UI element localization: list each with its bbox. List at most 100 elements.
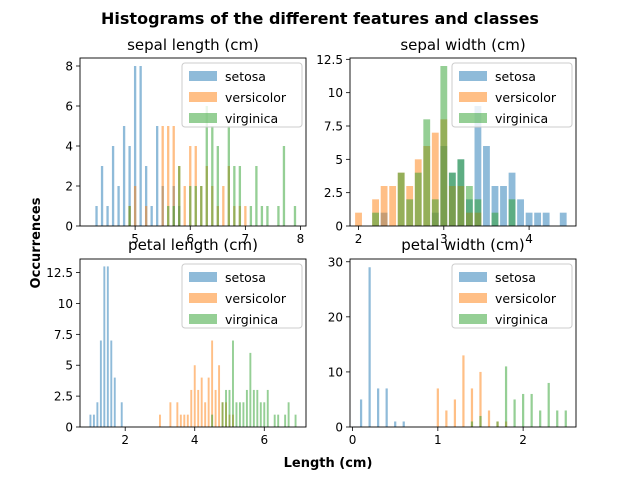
bar-virginica bbox=[200, 186, 203, 226]
bar-virginica bbox=[178, 166, 181, 226]
legend-swatch-setosa bbox=[189, 272, 217, 282]
bar-setosa bbox=[96, 402, 99, 427]
bar-setosa bbox=[92, 414, 95, 427]
legend-label-virginica: virginica bbox=[495, 312, 548, 327]
bar-virginica bbox=[221, 402, 224, 427]
ticks-layer: 2 3 4 0 2.5 5 7.5 10 12.5 bbox=[316, 53, 533, 246]
bar-setosa bbox=[377, 388, 380, 427]
subplot-title: sepal length (cm) bbox=[127, 36, 259, 54]
bar-setosa bbox=[394, 421, 397, 427]
bar-setosa bbox=[559, 212, 567, 226]
bar-virginica bbox=[238, 166, 242, 226]
y-tick-label: 10 bbox=[328, 86, 343, 100]
bar-versicolor bbox=[144, 206, 148, 226]
axes-frame bbox=[349, 258, 577, 428]
bar-setosa bbox=[117, 186, 120, 226]
x-tick-label: 1 bbox=[434, 433, 442, 447]
ticks-layer: 5 6 7 8 0 2 4 6 8 bbox=[65, 60, 304, 247]
bar-versicolor bbox=[197, 389, 200, 427]
bar-versicolor bbox=[161, 126, 164, 226]
bar-setosa bbox=[500, 186, 507, 226]
x-tick-label: 6 bbox=[260, 433, 268, 447]
bar-setosa bbox=[99, 340, 102, 427]
bar-versicolor bbox=[204, 402, 207, 427]
bar-versicolor bbox=[183, 414, 186, 427]
x-tick-label: 4 bbox=[191, 433, 199, 447]
legend: setosa versicolor virginica bbox=[181, 263, 303, 329]
bar-versicolor bbox=[133, 186, 137, 226]
x-tick-label: 2 bbox=[355, 232, 363, 246]
y-tick-label: 7.5 bbox=[324, 120, 343, 134]
bar-virginica bbox=[465, 186, 473, 226]
bar-setosa bbox=[95, 206, 98, 226]
legend-swatch-virginica bbox=[189, 113, 217, 123]
bar-versicolor bbox=[470, 388, 474, 427]
bar-setosa bbox=[128, 146, 131, 226]
bar-virginica bbox=[457, 159, 465, 226]
axes-frame bbox=[79, 57, 307, 227]
subplot-sepal-width: 2 3 4 0 2.5 5 7.5 10 12.5 sepal width (cm) setos… bbox=[316, 36, 577, 246]
bar-virginica bbox=[491, 212, 499, 226]
x-axis-label: Length (cm) bbox=[284, 456, 373, 471]
bar-versicolor bbox=[176, 402, 179, 427]
legend-label-virginica: virginica bbox=[225, 312, 278, 327]
y-tick-label: 6 bbox=[65, 100, 73, 114]
legend-label-virginica: virginica bbox=[495, 111, 548, 126]
subplot-title: petal length (cm) bbox=[128, 236, 258, 254]
y-tick-label: 12.5 bbox=[316, 53, 343, 67]
subplot-petal-length: 2 4 6 0 2.5 5 7.5 10 12.5 petal length (cm) seto… bbox=[46, 236, 307, 447]
y-tick-label: 5 bbox=[65, 359, 73, 373]
y-tick-label: 0 bbox=[335, 220, 343, 234]
bar-setosa bbox=[402, 421, 405, 427]
bar-virginica bbox=[440, 66, 448, 226]
bar-virginica bbox=[189, 186, 192, 226]
bar-setosa bbox=[144, 166, 148, 226]
bar-virginica bbox=[431, 199, 439, 226]
bar-virginica bbox=[255, 166, 258, 226]
bar-setosa bbox=[359, 399, 363, 427]
bar-versicolor bbox=[389, 186, 397, 226]
bar-virginica bbox=[172, 206, 175, 226]
bar-virginica bbox=[211, 414, 214, 427]
y-tick-label: 2.5 bbox=[54, 390, 73, 404]
y-tick-label: 2.5 bbox=[324, 186, 343, 200]
bar-versicolor bbox=[211, 340, 214, 427]
axes-frame bbox=[349, 57, 577, 227]
bar-virginica bbox=[260, 206, 264, 226]
x-tick-label: 4 bbox=[525, 232, 533, 246]
bar-virginica bbox=[225, 389, 227, 427]
bar-virginica bbox=[211, 126, 214, 226]
bar-versicolor bbox=[436, 388, 439, 427]
bar-virginica bbox=[259, 402, 262, 427]
x-tick-label: 2 bbox=[121, 433, 129, 447]
y-tick-label: 5 bbox=[335, 153, 343, 167]
bar-virginica bbox=[513, 399, 516, 427]
legend-label-versicolor: versicolor bbox=[225, 90, 287, 105]
legend-swatch-setosa bbox=[459, 272, 487, 282]
y-tick-label: 7.5 bbox=[54, 328, 73, 342]
legend-swatch-virginica bbox=[189, 314, 217, 324]
y-tick-label: 20 bbox=[328, 310, 343, 324]
bar-virginica bbox=[547, 382, 550, 427]
bar-versicolor bbox=[453, 399, 457, 427]
bar-setosa bbox=[139, 66, 142, 226]
bar-virginica bbox=[530, 393, 533, 427]
bar-setosa bbox=[150, 206, 153, 226]
y-axis-label: Occurrences bbox=[29, 197, 44, 288]
legend: setosa versicolor virginica bbox=[451, 62, 573, 128]
x-tick-label: 5 bbox=[131, 232, 139, 246]
bar-versicolor bbox=[222, 186, 225, 226]
bar-versicolor bbox=[207, 377, 210, 427]
bar-versicolor bbox=[479, 371, 482, 427]
bar-versicolor bbox=[487, 410, 491, 427]
bar-setosa bbox=[120, 402, 123, 427]
legend-swatch-versicolor bbox=[189, 92, 217, 102]
x-tick-label: 6 bbox=[186, 232, 194, 246]
bar-virginica bbox=[496, 421, 499, 427]
bar-virginica bbox=[266, 389, 269, 427]
subplot-title: sepal width (cm) bbox=[400, 36, 525, 54]
bar-setosa bbox=[385, 388, 388, 427]
figure-title: Histograms of the different features and… bbox=[101, 9, 539, 28]
bar-setosa bbox=[89, 414, 92, 427]
